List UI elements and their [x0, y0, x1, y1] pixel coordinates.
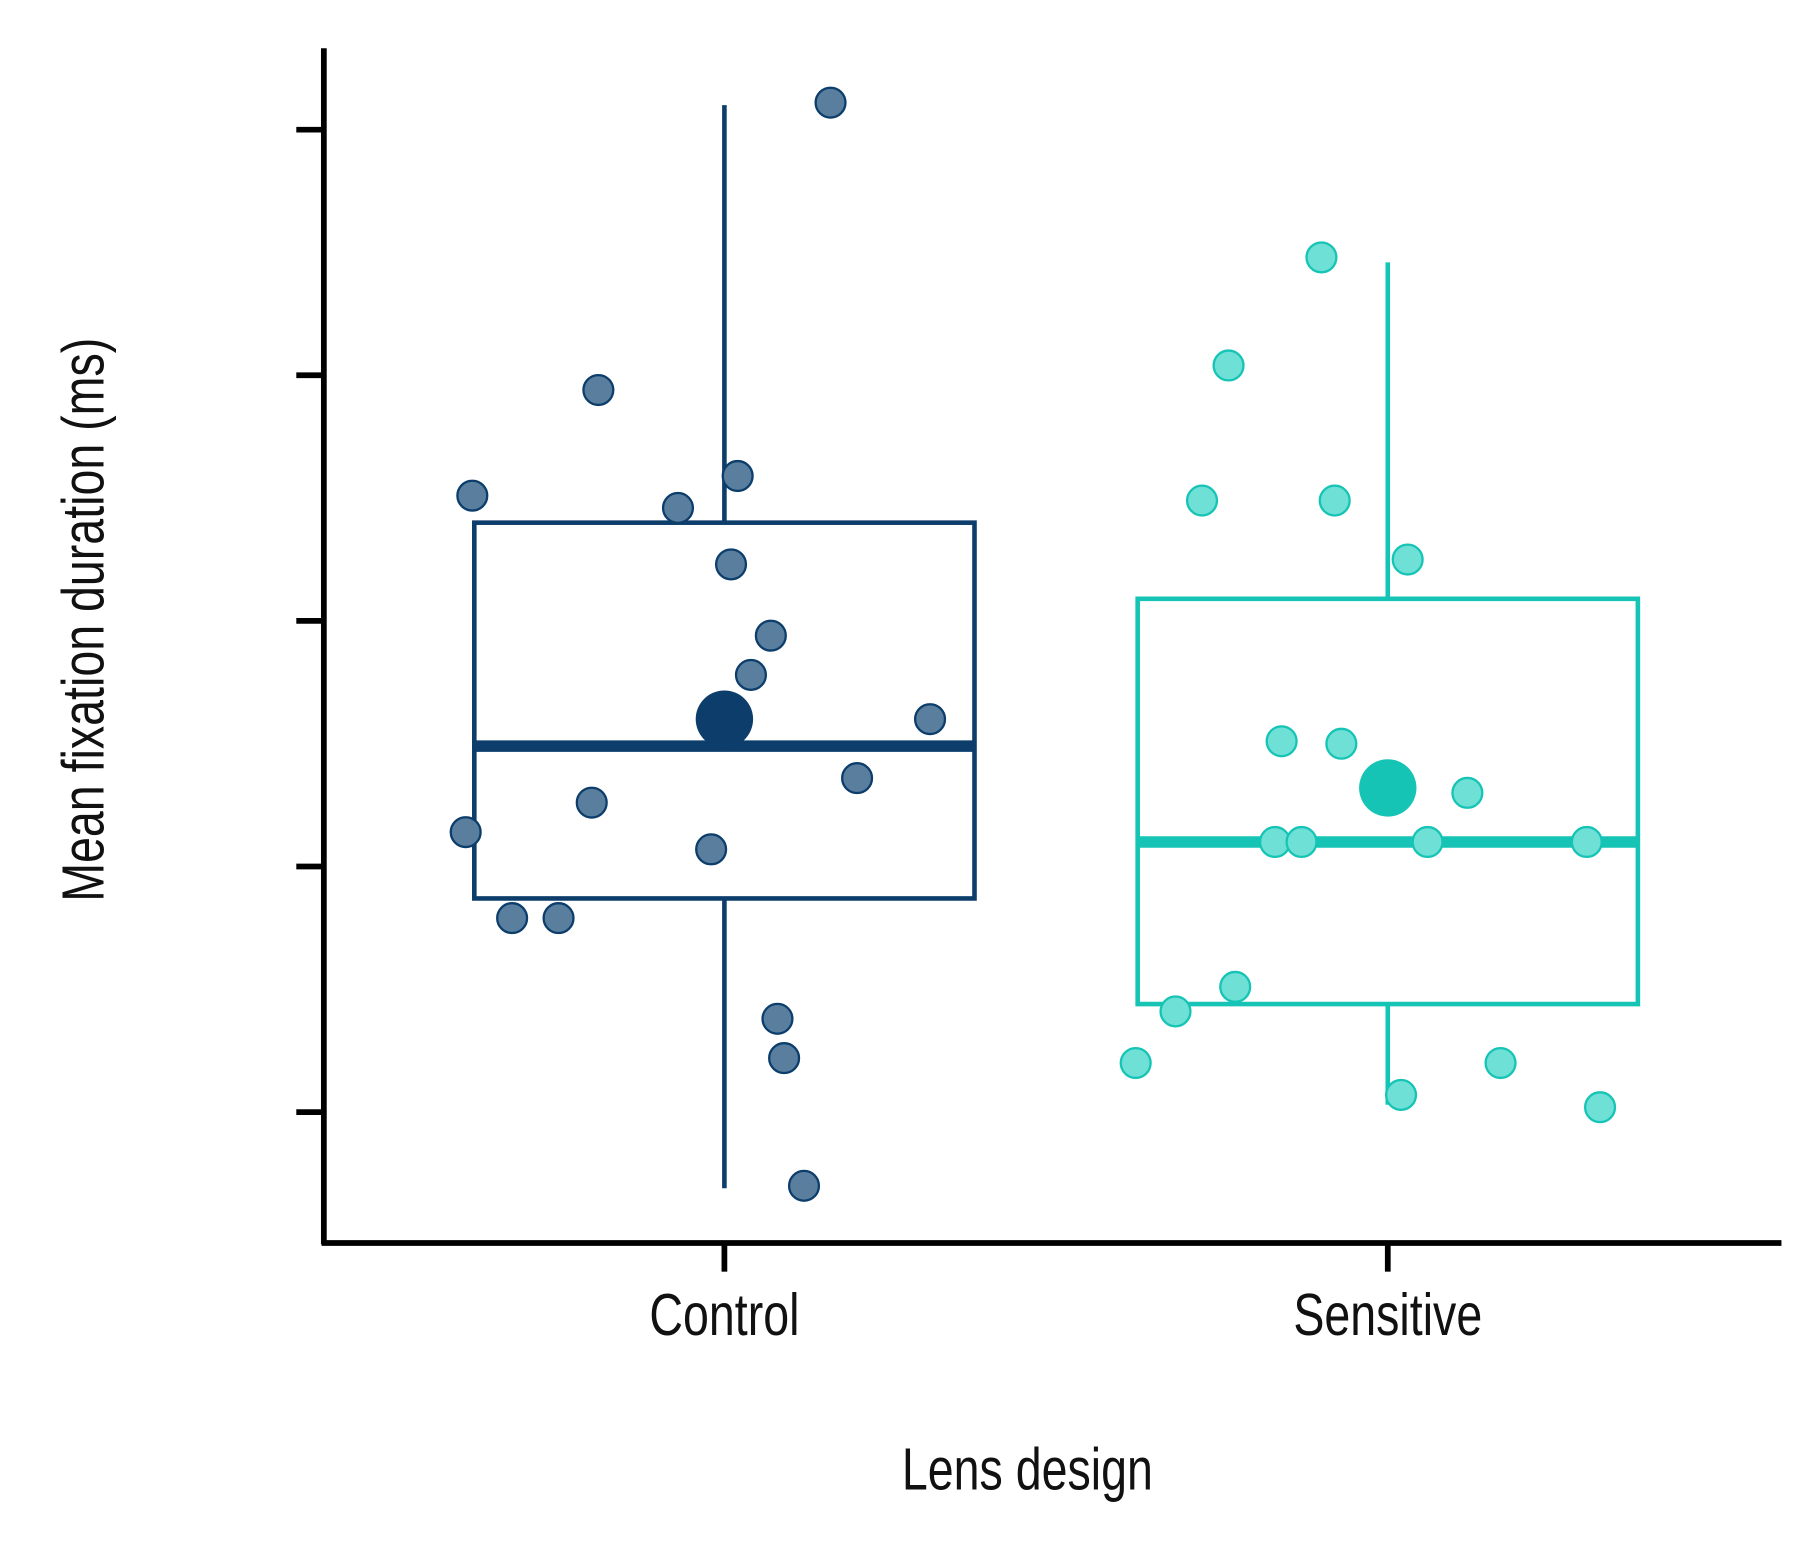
- mean-marker: [695, 690, 754, 748]
- x-ticks: Control Sensitive: [649, 1242, 1482, 1348]
- data-point: [1119, 1046, 1152, 1080]
- box: [472, 520, 977, 901]
- data-point: [1159, 995, 1192, 1028]
- x-tick-label: Sensitive: [1293, 1282, 1482, 1348]
- data-point: [1325, 727, 1358, 760]
- data-point: [496, 902, 529, 935]
- y-axis-label: Mean fixation duration (ms): [51, 338, 117, 902]
- data-point: [1285, 825, 1318, 859]
- data-point: [1451, 776, 1484, 809]
- y-ticks: [296, 126, 324, 1116]
- data-point: [913, 703, 947, 736]
- box: [1135, 596, 1641, 1007]
- data-point: [1258, 825, 1292, 859]
- data-point: [787, 1169, 821, 1202]
- data-point: [754, 619, 787, 652]
- data-point: [695, 833, 728, 866]
- group-sensitive: [1119, 241, 1641, 1124]
- data-point: [814, 86, 847, 119]
- data-point: [1484, 1046, 1517, 1080]
- data-point: [1391, 543, 1424, 576]
- data-point: [575, 786, 608, 819]
- data-point: [542, 902, 575, 935]
- data-point: [582, 373, 615, 407]
- data-point: [1318, 484, 1351, 517]
- data-point: [714, 548, 748, 581]
- data-point: [761, 1002, 794, 1035]
- data-point: [449, 816, 482, 849]
- x-axis-label: Lens design: [902, 1437, 1153, 1503]
- group-control: [449, 86, 977, 1202]
- data-point: [456, 479, 489, 512]
- data-point: [1305, 241, 1338, 274]
- data-point: [1219, 970, 1252, 1003]
- x-tick-label: Control: [649, 1282, 799, 1348]
- plot-marks: [449, 86, 1641, 1202]
- data-point: [768, 1042, 801, 1075]
- data-point: [1384, 1078, 1418, 1112]
- mean-marker: [1359, 759, 1417, 817]
- data-point: [661, 491, 695, 524]
- data-point: [721, 459, 754, 493]
- data-point: [1570, 825, 1603, 859]
- data-point: [1411, 825, 1444, 859]
- data-point: [1583, 1091, 1617, 1124]
- data-point: [841, 762, 874, 795]
- data-point: [1185, 484, 1219, 517]
- data-point: [734, 658, 768, 692]
- data-point: [1212, 349, 1245, 382]
- data-point: [1265, 725, 1298, 758]
